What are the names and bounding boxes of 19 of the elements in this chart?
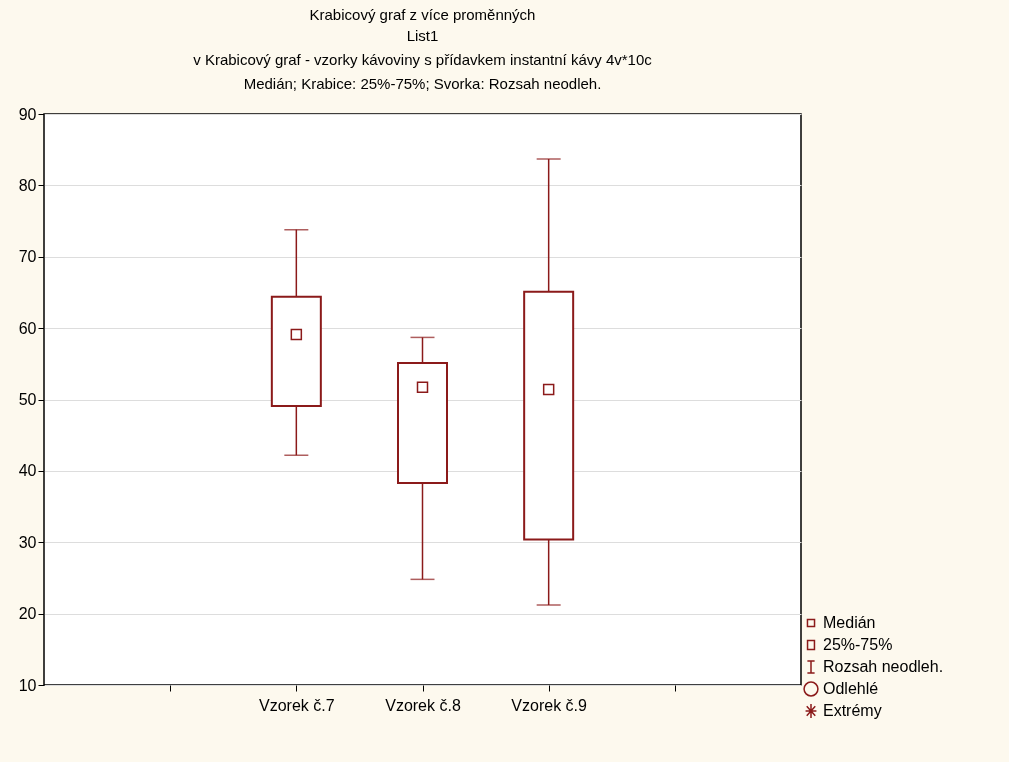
x-tick-label: Vzorek č.9: [511, 696, 588, 714]
text: Extrémy: [823, 702, 882, 719]
x-tick-label: Vzorek č.8: [385, 696, 461, 714]
y-tick-label: 90: [18, 105, 37, 123]
text: Rozsah neodleh.: [823, 658, 944, 675]
text: Medián: [823, 614, 876, 631]
y-tick-label: 60: [18, 319, 37, 337]
y-tick-label: 20: [18, 605, 37, 623]
text: 25%-75%: [823, 636, 893, 653]
x-tick-label: Vzorek č.7: [259, 696, 335, 714]
y-tick-label: 80: [18, 176, 37, 194]
chart-title: Krabicový graf z více proměnných: [309, 6, 536, 23]
text: Odlehlé: [823, 680, 879, 697]
y-tick-label: 30: [18, 533, 37, 551]
y-tick-label: 10: [18, 676, 37, 694]
chart-subtitle: List1 v Krabicový graf - vzorky kávoviny s přídavkem instantní kávy 4v*10c Medián; Krabice: 25%-75%; Svorka: Rozsah neodleh.: [193, 27, 653, 92]
y-tick-label: 50: [18, 391, 37, 408]
y-tick-label: 70: [18, 248, 37, 266]
y-tick-label: 40: [18, 462, 37, 480]
